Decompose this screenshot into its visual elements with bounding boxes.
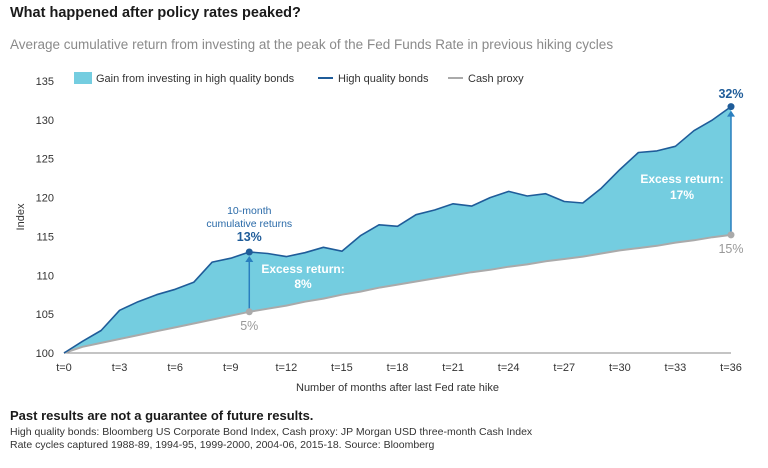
- annotation-value: 5%: [240, 319, 258, 333]
- y-tick-label: 110: [36, 270, 54, 282]
- footer: Past results are not a guarantee of futu…: [10, 408, 758, 451]
- chart-svg: 100 105 110 115 120 125 130 135 t=0 t=3 t=6 t=9 t=12…: [15, 72, 744, 394]
- x-tick-label: t=9: [223, 362, 239, 374]
- x-tick-label: t=0: [56, 362, 72, 374]
- y-axis-label: Index: [15, 203, 27, 230]
- cash-marker-10m: [245, 308, 253, 316]
- y-tick-label: 125: [36, 154, 54, 166]
- y-tick-label: 130: [36, 115, 54, 127]
- excess-value: 8%: [294, 277, 312, 291]
- x-axis-label: Number of months after last Fed rate hik…: [296, 382, 499, 394]
- y-tick-label: 115: [36, 231, 54, 243]
- y-tick-label: 100: [36, 348, 54, 360]
- x-tick-label: t=3: [112, 362, 128, 374]
- arrow-head: [727, 110, 735, 117]
- legend-label: High quality bonds: [338, 73, 429, 85]
- annotation-text: cumulative returns: [206, 218, 292, 230]
- annotation-value: 15%: [718, 242, 743, 256]
- legend-label: Gain from investing in high quality bond…: [96, 73, 295, 85]
- x-tick-label: t=15: [331, 362, 353, 374]
- x-tick-label: t=12: [275, 362, 297, 374]
- disclaimer-text: Past results are not a guarantee of futu…: [10, 408, 314, 423]
- y-tick-label: 135: [36, 76, 54, 88]
- excess-value: 17%: [670, 188, 694, 202]
- series-line-cash: [63, 233, 732, 354]
- bonds-marker-end: [727, 103, 735, 111]
- excess-label: Excess return:: [261, 262, 344, 276]
- x-tick-label: t=27: [553, 362, 575, 374]
- gain-area: [64, 106, 731, 353]
- y-tick-label: 105: [36, 309, 54, 321]
- x-tick-label: t=33: [665, 362, 687, 374]
- footnote-line: High quality bonds: Bloomberg US Corpora…: [10, 426, 533, 438]
- annotation-value: 32%: [718, 87, 743, 101]
- arrow-head: [245, 255, 254, 262]
- x-tick-label: t=21: [442, 362, 464, 374]
- chart-title: What happened after policy rates peaked?: [10, 5, 301, 21]
- legend-label: Cash proxy: [468, 73, 524, 85]
- x-tick-label: t=24: [498, 362, 520, 374]
- excess-label: Excess return:: [640, 172, 723, 186]
- bonds-marker-10m: [245, 248, 253, 256]
- footnote-line: Rate cycles captured 1988-89, 1994-95, 1…: [10, 438, 435, 451]
- legend-swatch-area: [74, 72, 92, 84]
- cash-marker-end: [727, 231, 735, 239]
- chart-subtitle: Average cumulative return from investing…: [10, 37, 614, 52]
- x-tick-label: t=18: [387, 362, 409, 374]
- annotation-value: 13%: [237, 230, 262, 244]
- series-line-bonds: [63, 105, 732, 354]
- annotation-text: 10-month: [227, 205, 272, 217]
- x-tick-label: t=6: [167, 362, 183, 374]
- x-tick-label: t=30: [609, 362, 631, 374]
- x-tick-label: t=36: [720, 362, 742, 374]
- y-tick-label: 120: [36, 193, 54, 205]
